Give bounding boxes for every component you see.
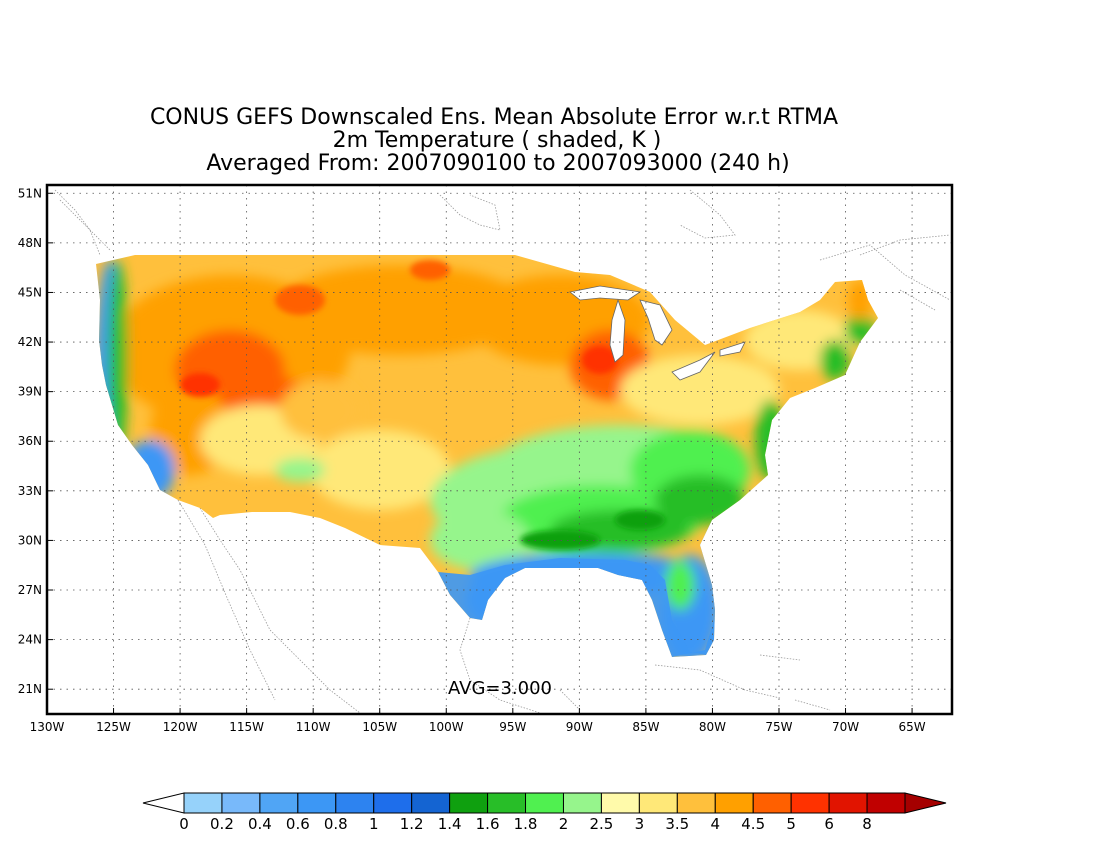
colorbar-swatch — [638, 792, 678, 814]
colorbar-swatch — [525, 792, 564, 814]
colorbar-swatch — [373, 792, 413, 814]
colorbar-swatch — [600, 792, 640, 814]
great-lakes — [569, 285, 746, 381]
title-line-1: CONUS GEFS Downscaled Ens. Mean Absolute… — [150, 105, 838, 130]
lat-tick-label: 36N — [18, 434, 42, 448]
colorbar-label: 0.2 — [210, 815, 234, 833]
map-frame — [45, 183, 954, 716]
colorbar-swatch — [866, 792, 906, 814]
map-grid — [47, 185, 952, 714]
colorbar-swatch — [752, 792, 792, 814]
colorbar-swatch — [259, 792, 299, 814]
colorbar-swatch — [411, 792, 451, 814]
latitude-axis: 21N 24N 27N 30N 33N 36N 39N 42N 45N 48N 51N — [18, 186, 53, 696]
colorbar-swatch — [183, 792, 223, 814]
colorbar-label: 3 — [635, 815, 645, 833]
lon-tick-label: 95W — [499, 720, 526, 734]
title-line-3: Averaged From: 2007090100 to 2007093000 … — [206, 151, 789, 176]
colorbar-label: 6 — [824, 815, 834, 833]
lat-tick-label: 51N — [18, 186, 42, 200]
lon-tick-label: 130W — [30, 720, 65, 734]
colorbar-label: 0.8 — [324, 815, 348, 833]
map-area: AVG=3.000 — [47, 185, 952, 714]
title-line-2: 2m Temperature ( shaded, K ) — [333, 128, 662, 153]
colorbar-label: 1.6 — [476, 815, 500, 833]
colorbar: 0 0.2 0.4 0.6 0.8 1 1.2 1.4 1.6 1.8 2 2.5 3 3.5 4 4.5 5 6… — [142, 792, 947, 833]
colorbar-label: 3.5 — [665, 815, 689, 833]
lat-tick-label: 27N — [18, 583, 42, 597]
lon-tick-label: 75W — [765, 720, 792, 734]
colorbar-label: 1 — [369, 815, 379, 833]
lat-tick-label: 33N — [18, 484, 42, 498]
colorbar-swatch — [221, 792, 261, 814]
lon-tick-label: 115W — [229, 720, 264, 734]
lon-tick-label: 105W — [362, 720, 397, 734]
lon-tick-label: 100W — [429, 720, 464, 734]
lat-tick-label: 30N — [18, 533, 42, 547]
lat-tick-label: 45N — [18, 285, 42, 299]
colorbar-label: 1.2 — [400, 815, 424, 833]
colorbar-swatch — [676, 792, 716, 814]
average-label: AVG=3.000 — [448, 678, 552, 699]
lon-tick-label: 70W — [832, 720, 859, 734]
colorbar-label: 2 — [559, 815, 569, 833]
colorbar-label: 8 — [862, 815, 872, 833]
lat-tick-label: 21N — [18, 682, 42, 696]
colorbar-label: 1.8 — [514, 815, 538, 833]
colorbar-label: 0.6 — [286, 815, 310, 833]
colorbar-swatch — [562, 792, 602, 814]
lat-tick-label: 24N — [18, 633, 42, 647]
longitude-axis: 130W 125W 120W 115W 110W 105W 100W 95W 90W 85W 80W… — [30, 708, 926, 734]
lon-tick-label: 110W — [296, 720, 331, 734]
colorbar-over-arrow — [904, 792, 947, 814]
colorbar-label: 2.5 — [589, 815, 613, 833]
colorbar-swatch — [790, 792, 830, 814]
colorbar-swatch — [297, 792, 337, 814]
colorbar-swatch — [449, 792, 489, 814]
colorbar-swatch — [714, 792, 754, 814]
lat-tick-label: 42N — [18, 335, 42, 349]
colorbar-label: 0 — [179, 815, 189, 833]
lat-tick-label: 39N — [18, 385, 42, 399]
colorbar-label: 5 — [786, 815, 796, 833]
colorbar-under-arrow — [142, 792, 185, 814]
lon-tick-label: 85W — [632, 720, 659, 734]
lon-tick-label: 120W — [163, 720, 198, 734]
colorbar-swatch — [335, 792, 375, 814]
lon-tick-label: 80W — [699, 720, 726, 734]
colorbar-label: 0.4 — [248, 815, 272, 833]
colorbar-label: 4 — [710, 815, 720, 833]
lon-tick-label: 65W — [899, 720, 926, 734]
colorbar-swatch — [828, 792, 868, 814]
colorbar-swatch — [487, 792, 527, 814]
lon-tick-label: 125W — [96, 720, 131, 734]
colorbar-label: 4.5 — [741, 815, 765, 833]
lat-tick-label: 48N — [18, 236, 42, 250]
colorbar-label: 1.4 — [438, 815, 462, 833]
lon-tick-label: 90W — [566, 720, 593, 734]
